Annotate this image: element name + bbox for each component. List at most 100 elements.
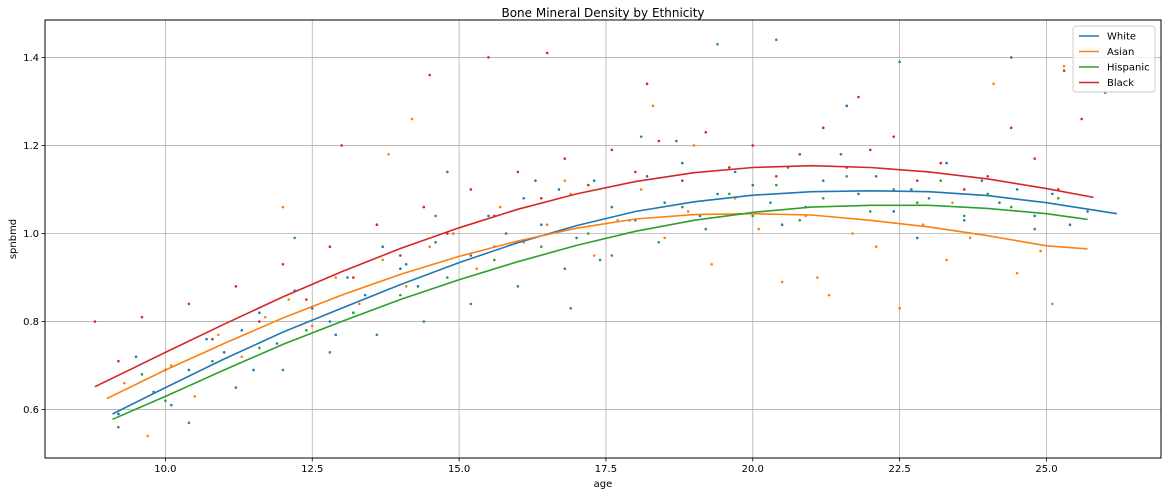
black-point xyxy=(1009,126,1013,130)
white-point xyxy=(469,254,473,257)
black-point xyxy=(469,188,473,191)
white-point xyxy=(240,329,244,332)
hispanic-point xyxy=(281,368,285,372)
white-fit-line xyxy=(112,189,1118,415)
hispanic-point xyxy=(1056,196,1060,200)
white-point xyxy=(945,161,948,165)
white-point xyxy=(381,245,385,249)
hispanic-point xyxy=(986,192,990,196)
asian-point xyxy=(287,298,291,301)
y-axis-label: spnbmd xyxy=(8,219,19,259)
white-point xyxy=(205,337,208,341)
black-point xyxy=(915,179,919,182)
legend-label: White xyxy=(1107,32,1136,43)
asian-point xyxy=(692,144,696,147)
asian-point xyxy=(1062,64,1066,68)
hispanic-point xyxy=(211,359,214,363)
hispanic-point xyxy=(352,311,355,315)
y-tick-label: 0.8 xyxy=(23,317,39,328)
x-tick-label: 15.0 xyxy=(448,464,470,475)
asian-point xyxy=(992,82,995,86)
hispanic-point xyxy=(751,214,755,218)
hispanic-point xyxy=(293,236,296,240)
x-tick-label: 22.5 xyxy=(888,464,910,475)
hispanic-point xyxy=(774,183,778,187)
black-point xyxy=(939,161,943,165)
white-point xyxy=(663,201,666,204)
black-point xyxy=(645,82,649,86)
asian-point xyxy=(563,179,567,182)
white-point xyxy=(346,276,349,279)
white-point xyxy=(716,192,719,196)
hispanic-point xyxy=(704,227,708,231)
white-point xyxy=(1009,56,1013,59)
asian-point xyxy=(968,236,972,240)
asian-point xyxy=(451,232,455,235)
black-point xyxy=(657,139,661,143)
black-point xyxy=(375,223,379,226)
black-point xyxy=(892,135,896,138)
asian-point xyxy=(898,307,901,310)
y-tick-label: 1.4 xyxy=(23,53,39,64)
white-point xyxy=(363,293,367,297)
asian-point xyxy=(1015,271,1019,275)
black-point xyxy=(962,188,966,191)
hispanic-point xyxy=(569,307,572,310)
x-tick-label: 25.0 xyxy=(1035,464,1057,475)
white-point xyxy=(1086,210,1089,213)
white-point xyxy=(328,320,332,323)
white-point xyxy=(821,179,825,182)
white-point xyxy=(540,223,543,226)
hispanic-point xyxy=(821,196,825,200)
black-point xyxy=(422,205,426,209)
legend-label: Asian xyxy=(1107,47,1134,58)
asian-point xyxy=(663,236,666,240)
white-point xyxy=(915,236,919,240)
black-point xyxy=(352,276,355,279)
asian-point xyxy=(651,104,655,108)
asian-point xyxy=(381,258,385,262)
asian-point xyxy=(387,152,390,156)
black-point xyxy=(986,174,990,178)
white-point xyxy=(751,183,755,187)
asian-point xyxy=(757,227,760,231)
white-point xyxy=(434,241,437,244)
legend-box xyxy=(1072,25,1156,93)
black-point xyxy=(93,320,97,323)
black-point xyxy=(857,95,860,99)
asian-point xyxy=(357,302,361,306)
black-point xyxy=(258,320,261,323)
white-point xyxy=(187,368,191,372)
white-point xyxy=(592,179,596,182)
white-point xyxy=(645,174,649,178)
x-tick-label: 20.0 xyxy=(742,464,764,475)
hispanic-point xyxy=(328,351,332,354)
hispanic-point xyxy=(187,421,191,425)
black-point xyxy=(587,183,590,187)
white-point xyxy=(1033,214,1037,218)
white-point xyxy=(980,179,984,182)
black-point xyxy=(563,157,567,160)
black-point xyxy=(234,285,238,288)
hispanic-point xyxy=(774,38,778,42)
hispanic-point xyxy=(716,42,719,46)
asian-point xyxy=(592,254,596,257)
black-fit-line xyxy=(94,164,1094,388)
white-point xyxy=(252,368,255,372)
asian-point xyxy=(281,205,285,209)
x-tick-label: 10.0 xyxy=(154,464,176,475)
black-point xyxy=(487,56,490,59)
legend-label: Hispanic xyxy=(1107,63,1150,74)
hispanic-point xyxy=(845,174,849,178)
black-point xyxy=(281,263,285,266)
hispanic-point xyxy=(516,285,520,288)
white-point xyxy=(733,170,737,174)
white-point xyxy=(169,403,173,407)
asian-point xyxy=(146,434,150,438)
white-point xyxy=(598,258,602,262)
asian-point xyxy=(686,210,690,213)
white-point xyxy=(927,196,931,200)
black-point xyxy=(774,174,778,178)
hispanic-fit-line xyxy=(112,204,1088,421)
